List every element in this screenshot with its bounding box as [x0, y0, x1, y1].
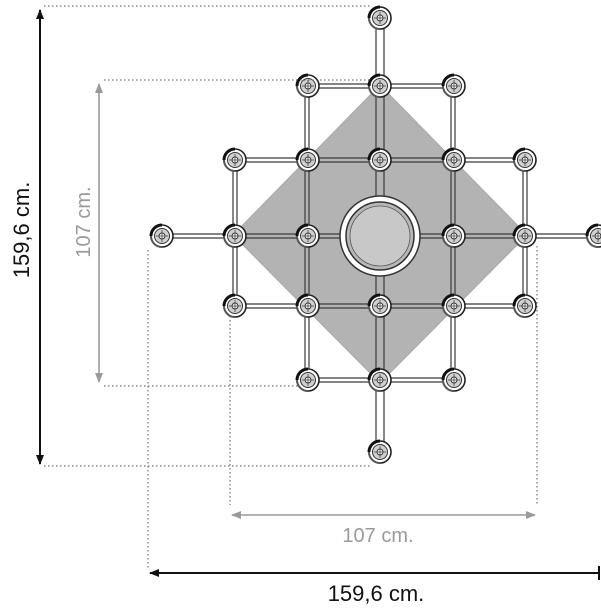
lamp-head-icon: [224, 225, 246, 247]
inner-height-label: 107 cm.: [73, 186, 95, 257]
lamp-head-icon: [224, 295, 246, 317]
lamp-head-icon: [514, 295, 536, 317]
lamp-head-icon: [514, 225, 536, 247]
lamp-head-icon: [369, 149, 391, 171]
outer-height-label: 159,6 cm.: [9, 182, 34, 279]
outer-width-label: 159,6 cm.: [328, 581, 425, 606]
lamp-head-icon: [587, 225, 601, 247]
lamp-head-icon: [297, 75, 319, 97]
lamp-head-icon: [369, 441, 391, 463]
lamp-head-icon: [151, 225, 173, 247]
lamp-head-icon: [443, 225, 465, 247]
lamp-head-icon: [443, 295, 465, 317]
lamp-head-icon: [297, 369, 319, 391]
lamp-head-icon: [443, 75, 465, 97]
lamp-head-icon: [443, 149, 465, 171]
inner-width-label: 107 cm.: [342, 525, 413, 547]
lamp-head-icon: [514, 149, 536, 171]
lamp-head-icon: [369, 7, 391, 29]
lamp-head-icon: [369, 295, 391, 317]
lamp-head-icon: [297, 225, 319, 247]
center-disc-icon: [340, 196, 420, 276]
lamp-head-icon: [224, 149, 246, 171]
lamp-head-icon: [443, 369, 465, 391]
lamp-head-icon: [369, 369, 391, 391]
lamp-head-icon: [297, 149, 319, 171]
lamp-head-icon: [369, 75, 391, 97]
lamp-head-icon: [297, 295, 319, 317]
